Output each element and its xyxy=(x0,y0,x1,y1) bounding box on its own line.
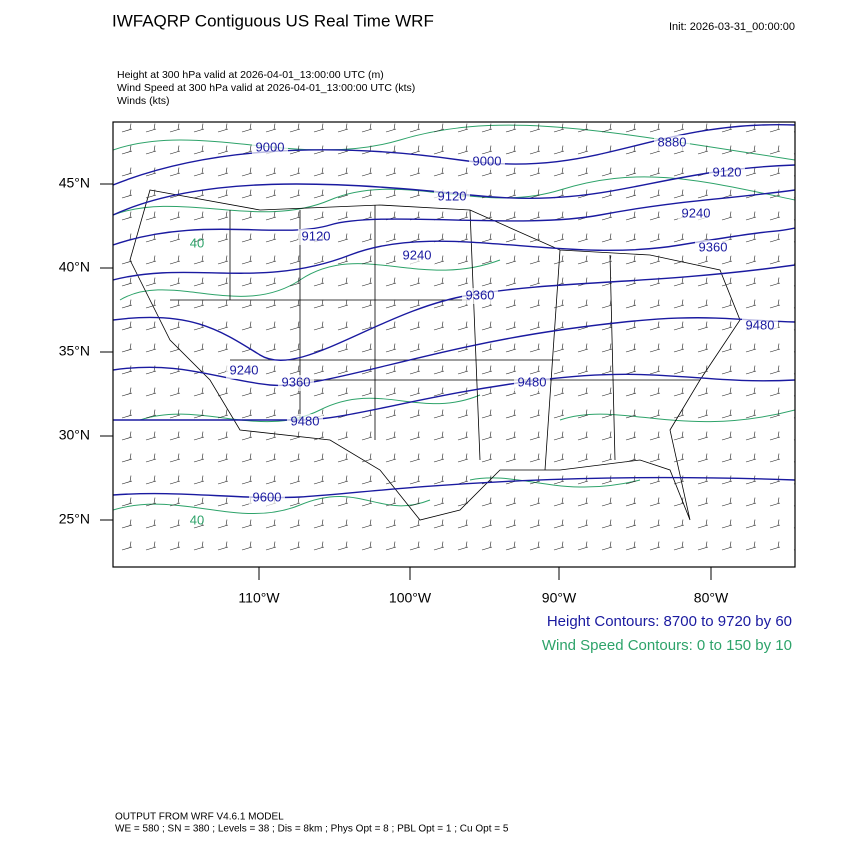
wind-contour-label: 40 xyxy=(190,235,204,250)
contour-label-box xyxy=(469,154,505,170)
field-label: Wind Speed at 300 hPa valid at 2026-04-0… xyxy=(117,82,415,94)
height-contour-label: 9360 xyxy=(282,374,311,389)
height-contour-label: 9480 xyxy=(518,374,547,389)
height-contour-label: 9120 xyxy=(713,164,742,179)
lon-label: 110°W xyxy=(238,590,280,606)
field-label: Winds (kts) xyxy=(117,95,170,107)
height-contour-label: 9240 xyxy=(230,362,259,377)
contour-label-box xyxy=(252,140,288,156)
contour-label-box xyxy=(278,375,314,391)
height-contour-label: 9360 xyxy=(466,287,495,302)
height-contour-label: 9480 xyxy=(291,413,320,428)
lat-label: 30°N xyxy=(59,427,90,443)
height-contour-label: 9360 xyxy=(699,239,728,254)
contour-label-box xyxy=(226,363,262,379)
lat-label: 35°N xyxy=(59,343,90,359)
height-contour-label: 9120 xyxy=(438,188,467,203)
lat-label: 40°N xyxy=(59,259,90,275)
height-contour-label: 9000 xyxy=(473,153,502,168)
map-frame xyxy=(112,121,796,568)
contour-label-box xyxy=(399,248,435,264)
lon-label: 80°W xyxy=(694,590,729,606)
lat-label: 25°N xyxy=(59,511,90,527)
contour-label-box xyxy=(678,206,714,222)
lon-label: 100°W xyxy=(389,590,432,606)
contour-label-box xyxy=(742,318,778,334)
footer-settings: WE = 580 ; SN = 380 ; Levels = 38 ; Dis … xyxy=(115,824,509,835)
height-contour-label: 9480 xyxy=(746,317,775,332)
map: 9000 9000 8880 9120 9120 9120 9240 9240 9360 9360… xyxy=(112,121,796,568)
height-contour-label: 9240 xyxy=(403,247,432,262)
height-contour-label: 9240 xyxy=(682,205,711,220)
contour-label-box xyxy=(709,165,745,181)
init-time: Init: 2026-03-31_00:00:00 xyxy=(669,21,795,33)
field-label: Height at 300 hPa valid at 2026-04-01_13… xyxy=(117,69,384,81)
height-contour-label: 9600 xyxy=(253,489,282,504)
contour-label-box xyxy=(298,229,334,245)
lon-label: 90°W xyxy=(542,590,577,606)
lat-label: 45°N xyxy=(59,175,90,191)
legend-height: Height Contours: 8700 to 9720 by 60 xyxy=(547,613,792,630)
contour-label-box xyxy=(695,240,731,256)
height-contour-label: 9120 xyxy=(302,228,331,243)
height-contour-label: 9000 xyxy=(256,139,285,154)
contour-label-box xyxy=(462,288,498,304)
legend-wind: Wind Speed Contours: 0 to 150 by 10 xyxy=(542,637,792,654)
contour-label-box xyxy=(654,135,690,151)
axes: 45°N 40°N 35°N 30°N 25°N 110°W 100°W 90°W 80°W xyxy=(59,175,729,606)
height-contour-label: 8880 xyxy=(658,134,687,149)
footer-model: OUTPUT FROM WRF V4.6.1 MODEL xyxy=(115,812,284,823)
contour-label-box xyxy=(249,490,285,506)
height-contours xyxy=(113,124,795,499)
wind-contour-label: 40 xyxy=(190,512,204,527)
borders xyxy=(129,189,741,521)
contour-label-box xyxy=(287,414,323,430)
title: IWFAQRP Contiguous US Real Time WRF xyxy=(112,11,434,30)
contour-label-box xyxy=(434,189,470,205)
contour-label-box xyxy=(514,375,550,391)
